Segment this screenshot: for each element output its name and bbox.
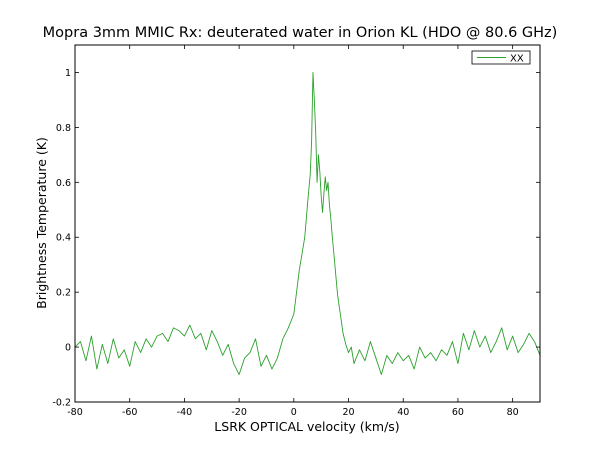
y-tick-label: 1 [65,68,71,79]
y-tick-label: 0.6 [56,178,71,189]
y-axis-label: Brightness Temperature (K) [34,137,49,309]
legend: XX [471,50,531,65]
x-tick-label: 60 [452,407,464,418]
x-axis-label: LSRK OPTICAL velocity (km/s) [214,419,399,434]
x-tick-label: -80 [67,407,83,418]
x-tick-label: 0 [291,407,297,418]
legend-label: XX [510,54,524,65]
series-line-xx [74,72,541,375]
x-tick-label: 20 [342,407,354,418]
chart-title: Mopra 3mm MMIC Rx: deuterated water in O… [43,25,558,41]
x-axis-ticks: -80 -60 -40 -20 0 20 40 60 80 [67,45,519,418]
y-tick-label: 0 [65,343,71,354]
x-tick-label: -20 [231,407,247,418]
x-tick-label: -60 [122,407,138,418]
plot-area [74,72,541,375]
y-tick-label: -0.2 [52,398,71,409]
y-tick-label: 0.2 [56,288,71,299]
y-tick-label: 0.8 [56,123,71,134]
y-axis-ticks: -0.2 0 0.2 0.4 0.6 0.8 1 [52,68,540,409]
x-tick-label: 80 [507,407,519,418]
x-tick-label: 40 [397,407,409,418]
x-tick-label: -40 [177,407,193,418]
axes-frame [74,44,541,403]
y-tick-label: 0.4 [56,233,71,244]
